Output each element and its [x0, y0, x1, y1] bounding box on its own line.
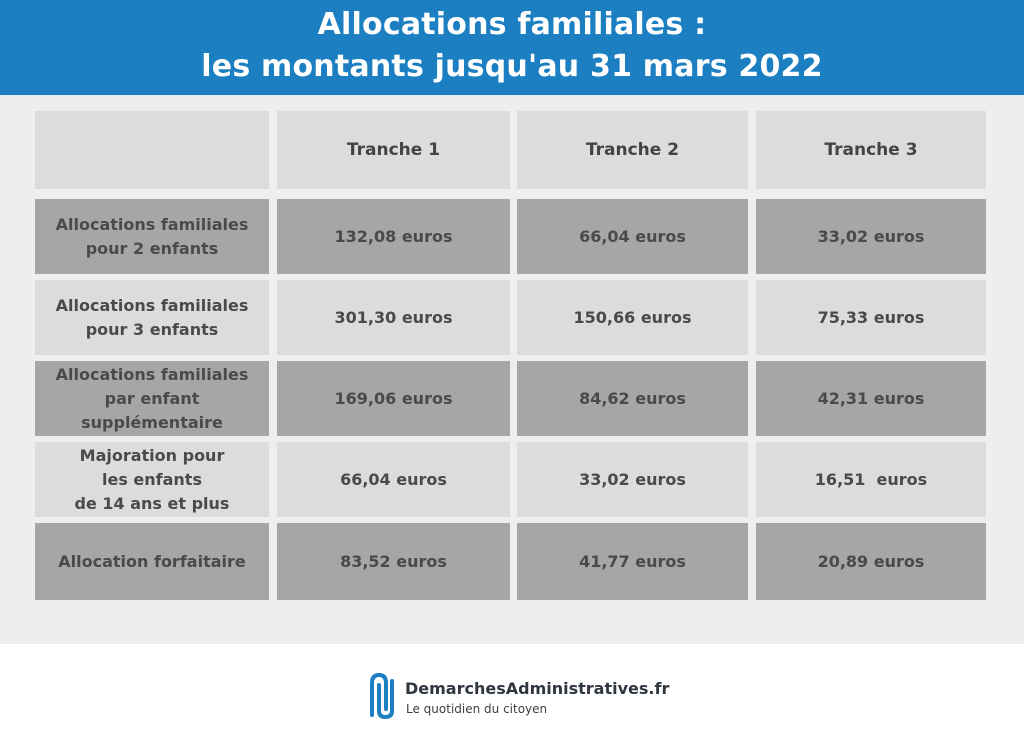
amount-value: 20,89 euros [817, 551, 925, 571]
amount-value: 150,66 euros [573, 307, 692, 327]
amount-value: 42,31 euros [817, 388, 925, 408]
brand-tagline: Le quotidien du citoyen [406, 702, 548, 716]
amount-value: 169,06 euros [334, 388, 453, 408]
row-label-3-enfants: Allocations familiales pour 3 enfants [35, 280, 269, 355]
amount-value: 75,33 euros [817, 307, 925, 327]
row-label-text: Allocations familiales par enfant supplé… [55, 364, 249, 432]
amount-value: 84,62 euros [579, 388, 686, 408]
row-label-enfant-supplementaire: Allocations familiales par enfant supplé… [35, 361, 269, 436]
header-tranche-2-label: Tranche 2 [585, 140, 680, 160]
row-label-text: Allocations familiales pour 2 enfants [55, 214, 249, 258]
amount-value: 83,52 euros [340, 551, 447, 571]
row-label-text: Allocation forfaitaire [58, 551, 246, 571]
table-cell: 75,33 euros [756, 280, 986, 355]
header-tranche-2: Tranche 2 [517, 111, 748, 189]
footer-brand: DemarchesAdministratives.fr Le quotidien… [0, 644, 1024, 738]
title-line-2: les montants jusqu'au 31 mars 2022 [201, 49, 823, 84]
amount-value: 66,04 euros [340, 469, 447, 489]
table-cell: 132,08 euros [277, 199, 510, 274]
header-tranche-3: Tranche 3 [756, 111, 986, 189]
table-cell: 84,62 euros [517, 361, 748, 436]
row-label-majoration: Majoration pour les enfants de 14 ans et… [35, 442, 269, 517]
amount-value: 301,30 euros [334, 307, 453, 327]
header-tranche-3-label: Tranche 3 [824, 140, 918, 160]
brand-name: DemarchesAdministratives.fr [405, 679, 670, 698]
header-corner-cell [35, 111, 269, 189]
table-cell: 301,30 euros [277, 280, 510, 355]
amount-value: 33,02 euros [579, 469, 686, 489]
row-label-allocation-forfaitaire: Allocation forfaitaire [35, 523, 269, 600]
table-cell: 20,89 euros [756, 523, 986, 600]
row-label-text: Majoration pour les enfants de 14 ans et… [74, 445, 230, 513]
amount-value: 33,02 euros [817, 226, 925, 246]
paperclip-icon [370, 672, 394, 719]
header-tranche-1-label: Tranche 1 [346, 140, 441, 160]
row-label-text: Allocations familiales pour 3 enfants [55, 295, 249, 339]
title-banner: Allocations familiales : les montants ju… [0, 0, 1024, 95]
table-cell: 169,06 euros [277, 361, 510, 436]
table-cell: 66,04 euros [277, 442, 510, 517]
row-label-2-enfants: Allocations familiales pour 2 enfants [35, 199, 269, 274]
table-cell: 150,66 euros [517, 280, 748, 355]
title-line-1: Allocations familiales : [317, 7, 707, 42]
amount-value: 16,51 euros [814, 469, 928, 489]
amount-value: 41,77 euros [579, 551, 686, 571]
table-cell: 16,51 euros [756, 442, 986, 517]
header-tranche-1: Tranche 1 [277, 111, 510, 189]
table-cell: 33,02 euros [756, 199, 986, 274]
amount-value: 132,08 euros [334, 226, 453, 246]
table-cell: 42,31 euros [756, 361, 986, 436]
table-cell: 83,52 euros [277, 523, 510, 600]
allowance-table: Tranche 1 Tranche 2 Tranche 3 Allocation… [0, 95, 1024, 644]
table-cell: 66,04 euros [517, 199, 748, 274]
table-cell: 41,77 euros [517, 523, 748, 600]
amount-value: 66,04 euros [579, 226, 686, 246]
table-cell: 33,02 euros [517, 442, 748, 517]
